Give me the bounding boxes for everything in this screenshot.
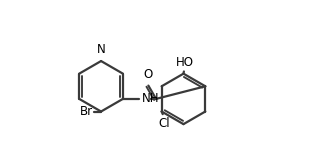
Text: N: N <box>97 43 105 55</box>
Text: HO: HO <box>176 56 194 69</box>
Text: O: O <box>144 68 153 81</box>
Text: Cl: Cl <box>158 117 170 130</box>
Text: Br: Br <box>80 105 93 118</box>
Text: NH: NH <box>142 92 160 105</box>
